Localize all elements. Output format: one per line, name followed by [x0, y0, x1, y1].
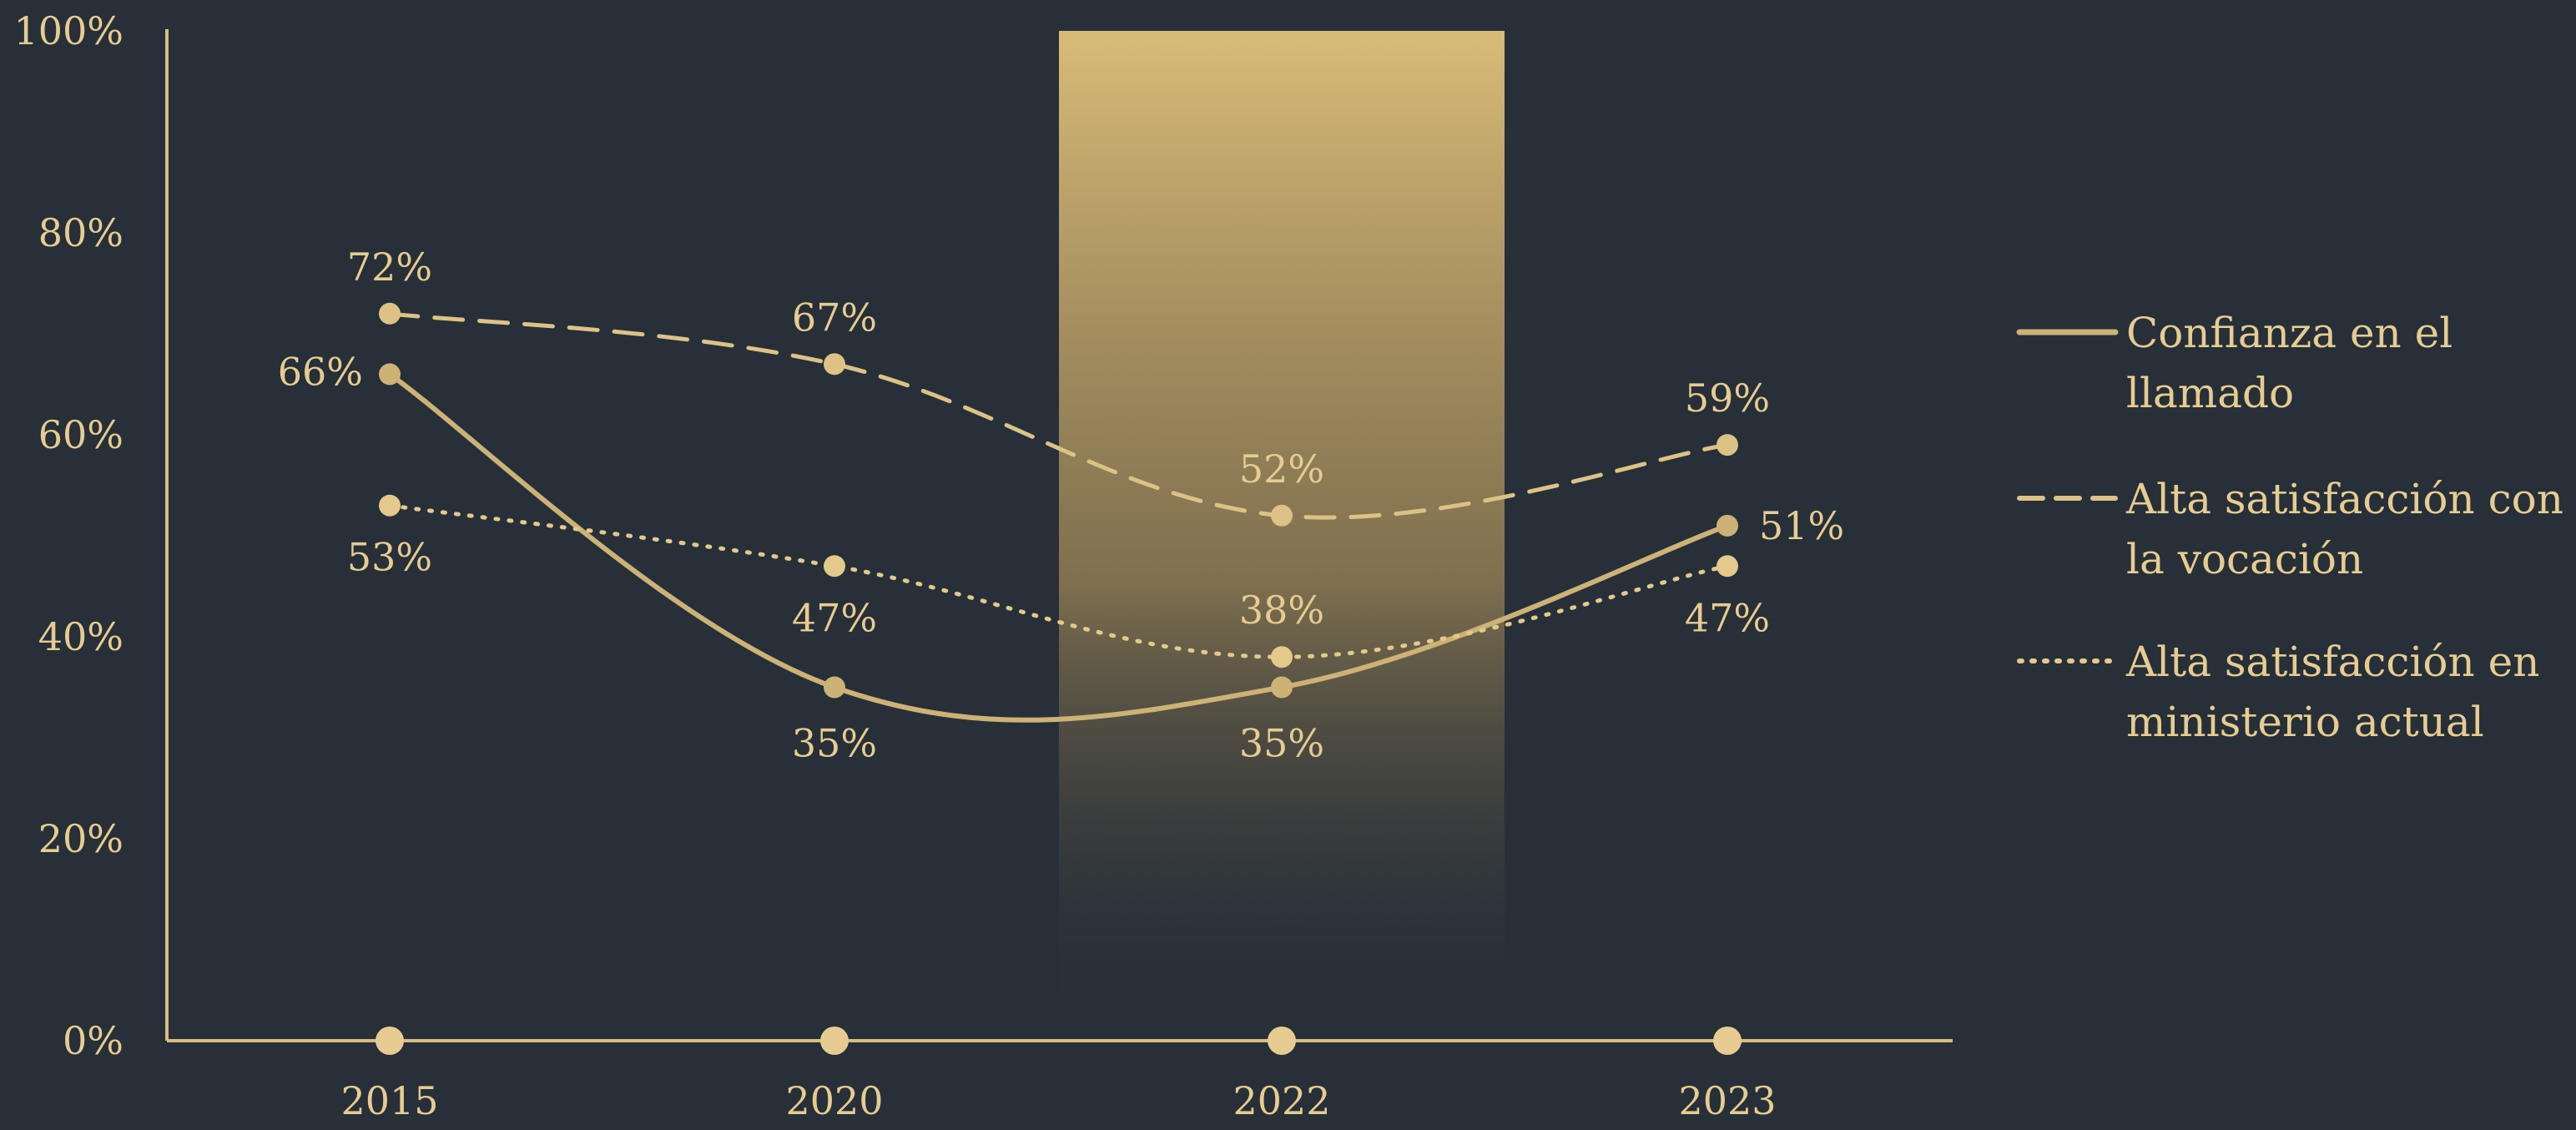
x-tick-label: 2020: [785, 1078, 883, 1123]
data-point-solid: [1716, 514, 1738, 537]
highlight-band: [1059, 31, 1505, 1032]
x-axis-marker: [820, 1027, 849, 1055]
data-label: 67%: [792, 295, 877, 340]
data-point-dotted: [1716, 555, 1738, 578]
data-point-solid: [1271, 676, 1293, 699]
y-tick-label: 0%: [63, 1018, 124, 1063]
data-label: 53%: [347, 535, 432, 580]
y-tick-label: 100%: [13, 8, 124, 53]
x-tick-label: 2015: [340, 1078, 438, 1123]
legend: Confianza en el llamado Alta satisfacción …: [2016, 309, 2563, 746]
data-label: 47%: [1685, 595, 1770, 640]
legend-label: Alta satisfacción con: [2125, 475, 2563, 523]
data-label: 51%: [1759, 503, 1844, 548]
x-axis-marker: [1268, 1027, 1296, 1055]
data-point-dotted: [824, 555, 845, 578]
data-label: 59%: [1685, 376, 1770, 421]
data-label: 72%: [347, 245, 432, 290]
x-axis-marker: [1713, 1027, 1742, 1055]
y-tick-label: 80%: [38, 210, 124, 255]
legend-label: llamado: [2126, 369, 2294, 417]
series-line-dotted: [387, 503, 1730, 659]
y-tick-label: 60%: [38, 412, 124, 457]
data-label: 52%: [1239, 446, 1324, 492]
legend-label: Confianza en el: [2126, 309, 2452, 357]
series-line-solid: [387, 371, 1730, 723]
x-tick-label: 2022: [1233, 1078, 1330, 1123]
data-point-dotted: [379, 494, 401, 517]
y-tick-label: 40%: [38, 614, 124, 659]
data-point-dashed: [824, 353, 845, 376]
data-point-solid: [379, 363, 401, 386]
data-point-dashed: [379, 302, 401, 325]
highlight-band-layer: [1059, 31, 1505, 1032]
y-tick-label: 20%: [38, 816, 124, 861]
series-layer: [379, 302, 1738, 723]
data-point-dashed: [1271, 504, 1293, 527]
legend-label: ministerio actual: [2126, 698, 2484, 746]
series-line-dashed: [387, 311, 1730, 520]
data-label: 66%: [278, 349, 363, 394]
x-axis-marker: [376, 1027, 404, 1055]
legend-label: la vocación: [2126, 535, 2363, 583]
data-label: 35%: [792, 721, 877, 766]
data-label-layer: 66% 35% 35% 51% 72% 67% 52% 59% 53% 47% 38% 47%: [278, 245, 1845, 766]
x-tick-label: 2023: [1678, 1078, 1776, 1123]
axis-layer: 0% 20% 40% 60% 80% 100% 2015 2020 2022 2023: [13, 8, 1953, 1123]
data-point-dotted: [1271, 646, 1293, 668]
data-point-dashed: [1716, 434, 1738, 457]
legend-label: Alta satisfacción en: [2125, 638, 2539, 686]
data-label: 35%: [1239, 721, 1324, 766]
data-label: 47%: [792, 595, 877, 640]
data-point-solid: [824, 676, 845, 699]
data-label: 38%: [1239, 588, 1324, 633]
